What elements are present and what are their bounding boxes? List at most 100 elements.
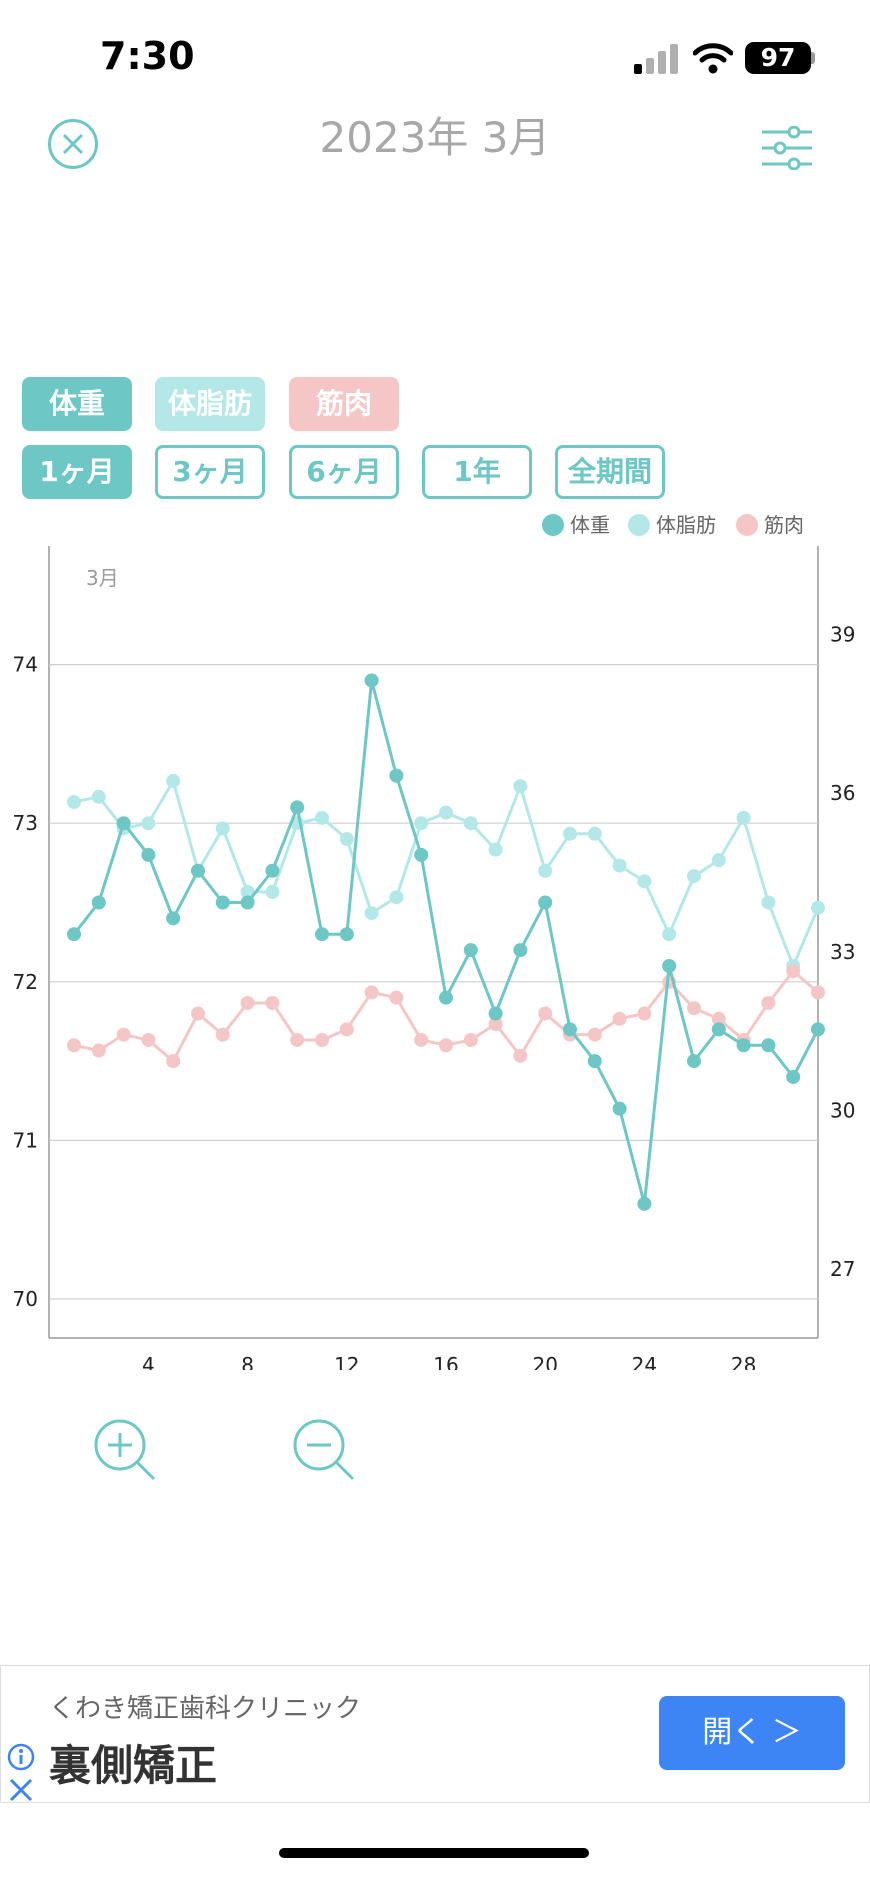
data-point (315, 927, 329, 942)
data-point (91, 895, 106, 910)
data-point (91, 789, 106, 804)
month-label: 3月 (86, 566, 119, 590)
data-point (215, 895, 230, 910)
data-point (439, 1038, 453, 1053)
data-point (339, 832, 354, 847)
data-point (811, 1022, 825, 1037)
right-tick-label: 39 (830, 623, 855, 647)
data-point (711, 853, 726, 868)
data-point (736, 1038, 751, 1053)
data-point (637, 1006, 652, 1021)
data-point (637, 1196, 652, 1211)
metric-muscle-button[interactable]: 筋肉 (289, 377, 399, 431)
data-point (91, 1043, 106, 1058)
data-point (662, 958, 677, 973)
legend-item-weight: 体重 (542, 512, 610, 538)
x-tick-label: 8 (241, 1353, 254, 1370)
legend-dot (542, 514, 564, 536)
data-point (513, 779, 528, 794)
data-point (240, 995, 255, 1010)
data-point (811, 985, 825, 1000)
data-point (761, 895, 776, 910)
x-tick-label: 20 (532, 1353, 557, 1370)
weight-chart[interactable]: 70 71 72 73 74 27 30 33 36 39 4 8 12 16 20 24 28 3月 (0, 540, 870, 1370)
data-point (439, 805, 453, 820)
range-1-month-button[interactable]: 1ヶ月 (22, 445, 132, 499)
data-point (116, 816, 131, 831)
x-tick-label: 12 (334, 1353, 359, 1370)
data-point (339, 1022, 354, 1037)
data-point (141, 1032, 156, 1047)
x-tick-label: 24 (632, 1353, 657, 1370)
zoom-in-icon[interactable] (90, 1415, 160, 1485)
data-point (265, 863, 280, 878)
ad-close-icon[interactable] (7, 1776, 35, 1804)
data-point (67, 1038, 81, 1053)
home-indicator (279, 1848, 589, 1858)
data-point (612, 1011, 627, 1026)
right-tick-label: 27 (830, 1257, 855, 1281)
x-tick-label: 16 (433, 1353, 458, 1370)
x-tick-label: 28 (731, 1353, 756, 1370)
data-point (786, 1069, 801, 1084)
data-point (389, 990, 404, 1005)
data-point (538, 1006, 553, 1021)
right-tick-label: 36 (830, 781, 855, 805)
left-tick-label: 71 (13, 1128, 38, 1152)
series-line-weight (72, 680, 820, 1205)
range-3-months-button[interactable]: 3ヶ月 (155, 445, 265, 499)
data-point (612, 1101, 627, 1116)
ad-banner[interactable]: くわき矯正歯科クリニック 裏側矯正 開く ＞ (0, 1665, 870, 1803)
data-point (364, 906, 379, 921)
data-point (811, 900, 825, 915)
metric-body-fat-button[interactable]: 体脂肪 (155, 377, 265, 431)
data-point (215, 1027, 230, 1042)
data-point (141, 847, 156, 862)
signal-icon (634, 44, 678, 74)
data-point (687, 869, 701, 884)
data-point (587, 1054, 602, 1069)
data-point (389, 890, 404, 905)
x-tick-label: 4 (142, 1353, 155, 1370)
range-1-year-button[interactable]: 1年 (422, 445, 532, 499)
data-point (191, 863, 205, 878)
legend-dot (628, 514, 650, 536)
data-point (339, 927, 354, 942)
range-6-months-button[interactable]: 6ヶ月 (289, 445, 399, 499)
data-point (463, 1032, 478, 1047)
data-point (166, 1054, 181, 1069)
legend-item-muscle: 筋肉 (736, 512, 804, 538)
data-point (116, 1027, 131, 1042)
data-point (488, 1006, 503, 1021)
data-point (563, 1022, 577, 1037)
data-point (463, 943, 478, 958)
data-point (637, 874, 652, 889)
data-point (67, 795, 81, 810)
sliders-icon[interactable] (762, 126, 812, 170)
data-point (711, 1022, 726, 1037)
range-all-button[interactable]: 全期間 (555, 445, 665, 499)
data-point (587, 826, 602, 841)
data-point (587, 1027, 602, 1042)
data-point (240, 884, 255, 899)
data-point (414, 1032, 429, 1047)
left-tick-label: 73 (13, 811, 38, 835)
data-point (711, 1011, 726, 1026)
close-button[interactable] (48, 119, 98, 169)
data-point (662, 927, 677, 942)
data-point (687, 1001, 701, 1016)
zoom-out-icon[interactable] (289, 1415, 359, 1485)
ad-open-button[interactable]: 開く ＞ (659, 1696, 845, 1770)
data-point (538, 863, 553, 878)
ad-advertiser: くわき矯正歯科クリニック (49, 1694, 362, 1724)
data-point (736, 810, 751, 825)
data-point (364, 673, 379, 688)
data-point (290, 1032, 305, 1047)
data-point (240, 895, 255, 910)
data-point (315, 810, 329, 825)
data-point (612, 858, 627, 873)
metric-weight-button[interactable]: 体重 (22, 377, 132, 431)
legend-label: 体脂肪 (656, 513, 716, 537)
info-icon[interactable] (7, 1743, 35, 1771)
data-point (414, 816, 429, 831)
